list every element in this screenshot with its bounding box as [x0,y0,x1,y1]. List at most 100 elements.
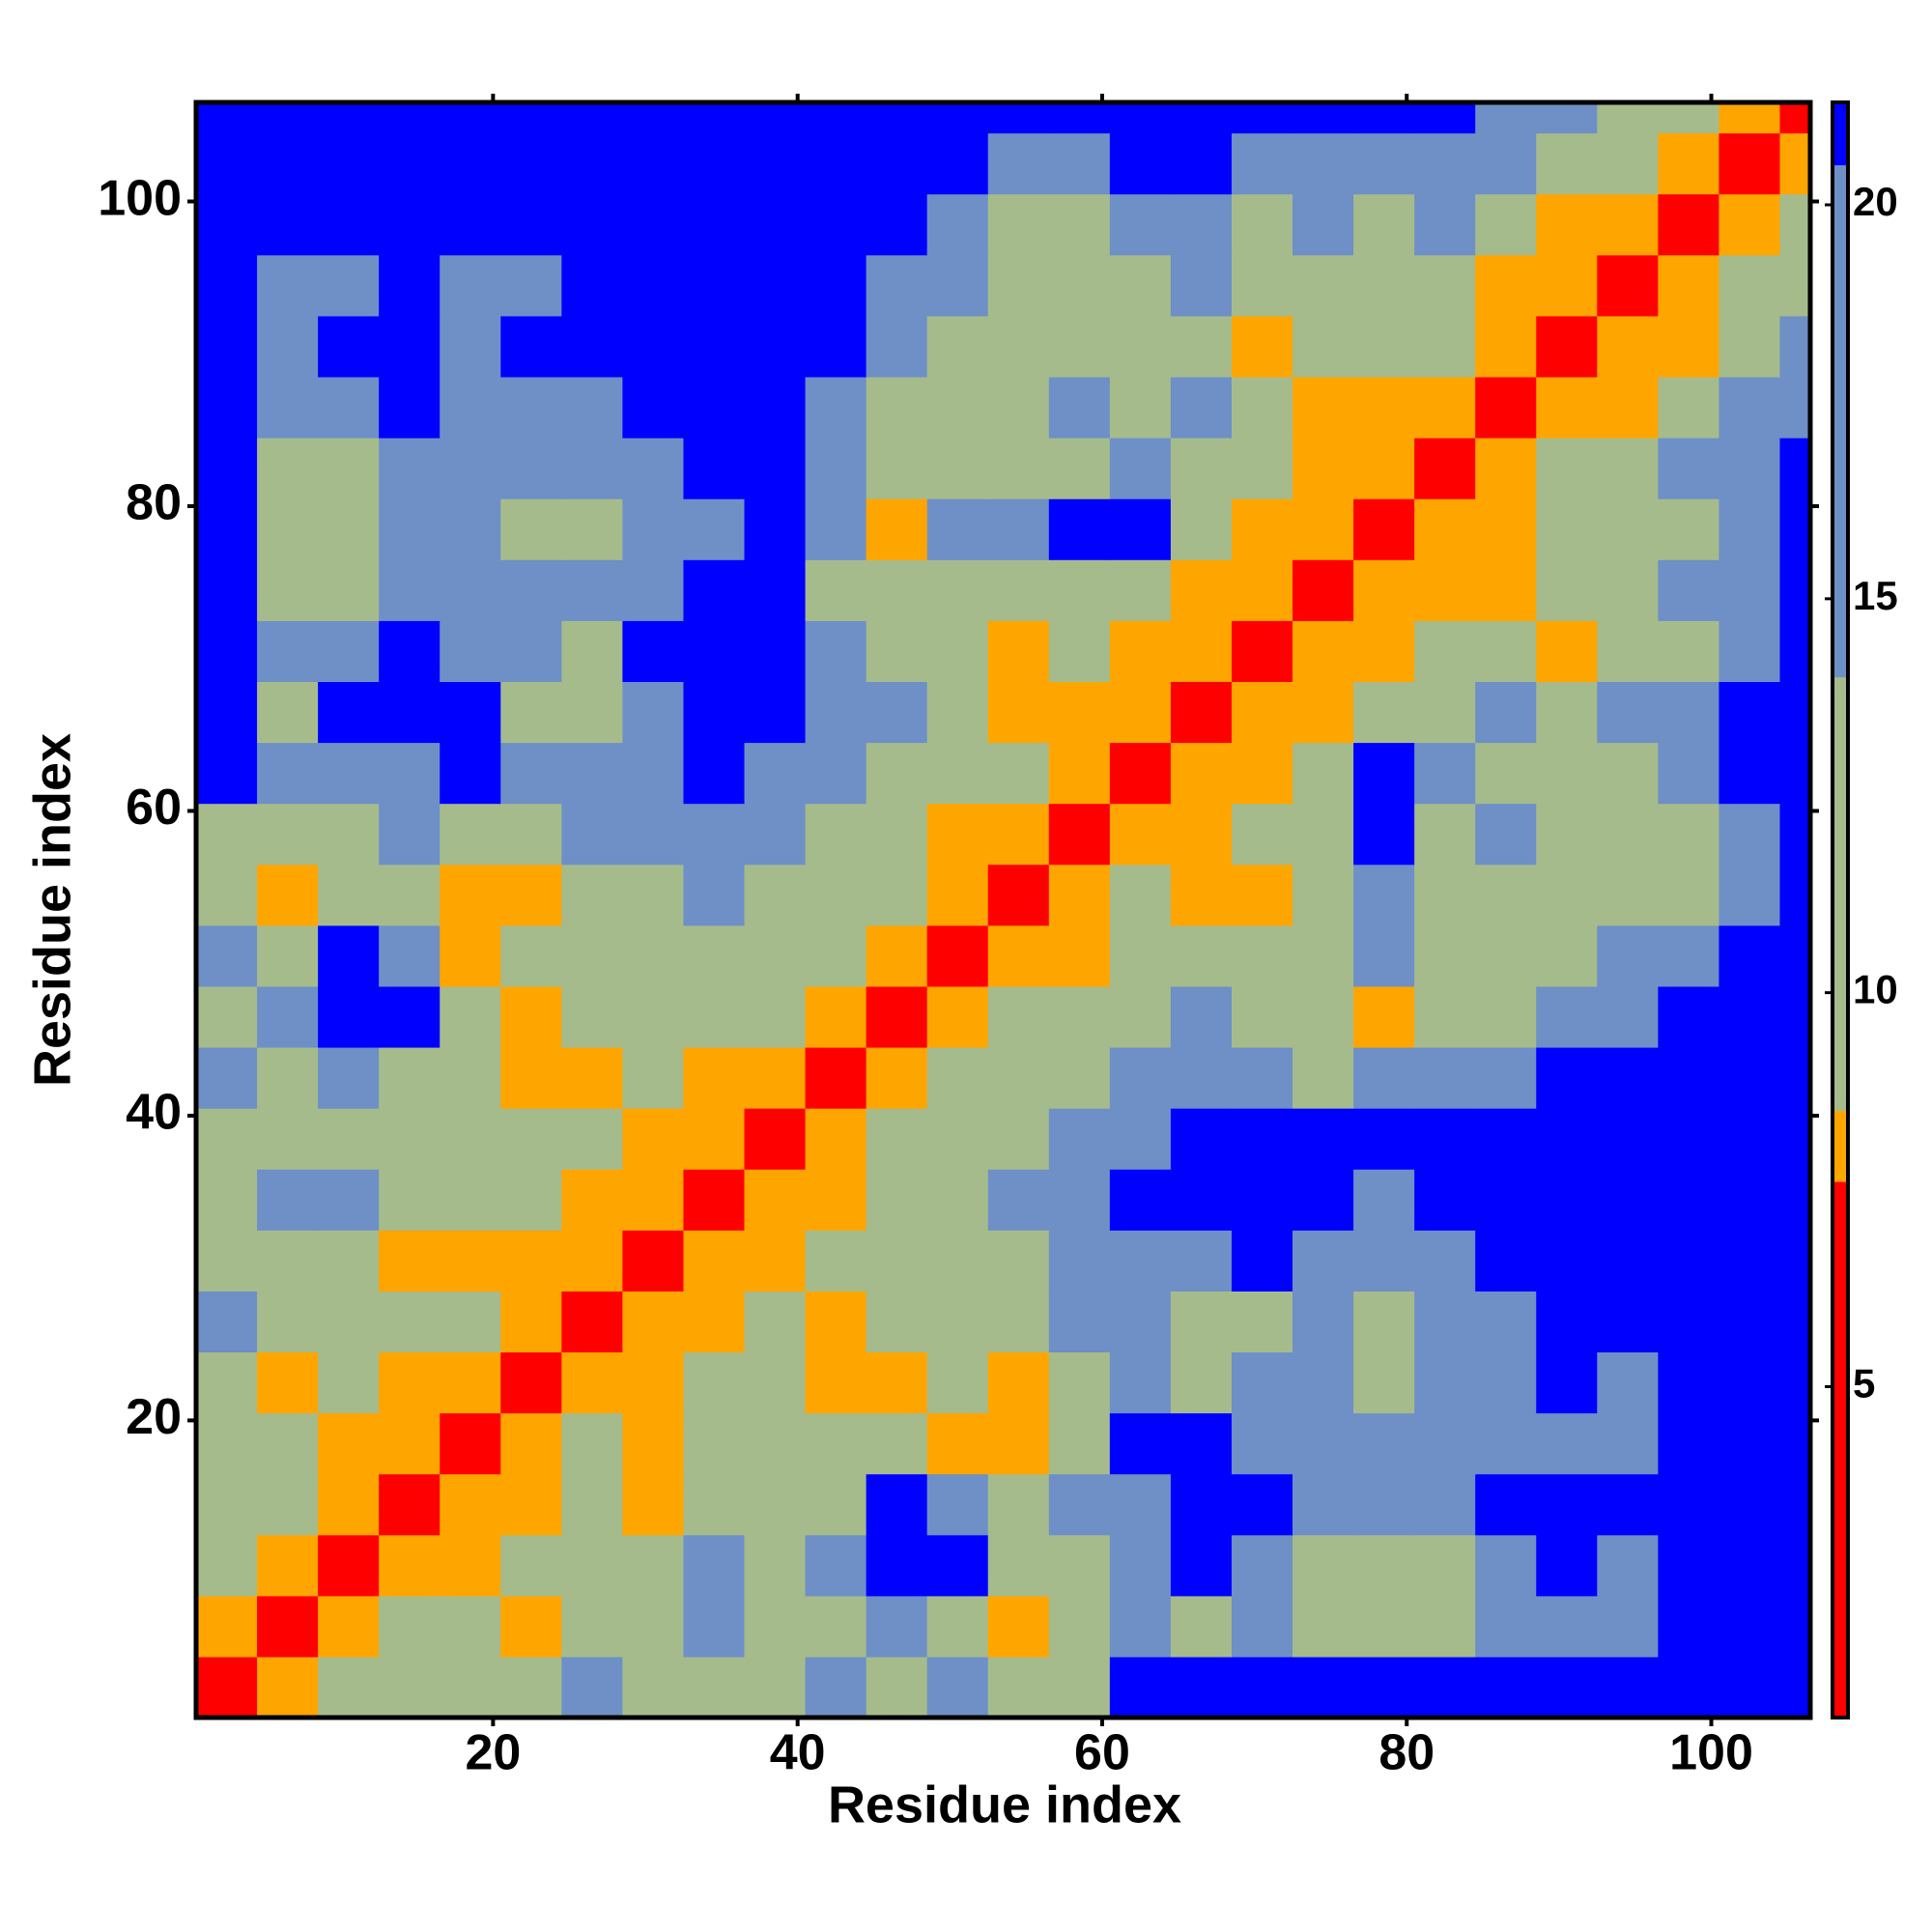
heatmap-cell [744,315,807,378]
heatmap-cell [379,924,440,987]
heatmap-cell [1231,1108,1293,1170]
heatmap-cell [1231,559,1293,621]
heatmap-cell [318,438,380,499]
heatmap-cell [1536,102,1598,134]
heatmap-cell [500,681,562,744]
heatmap-cell [1293,924,1354,987]
heatmap-cell [987,376,1050,439]
heatmap-cell [1719,1534,1781,1597]
heatmap-cell [926,1534,989,1597]
heatmap-cell [622,1473,685,1536]
heatmap-cell [622,498,685,560]
heatmap-cell [1719,498,1781,560]
heatmap-cell [561,1656,623,1719]
heatmap-cell [1048,1534,1111,1597]
heatmap-cell [561,1351,623,1414]
heatmap-cell [805,1473,867,1536]
heatmap-cell [1170,438,1233,499]
heatmap-cell [987,1291,1050,1353]
heatmap-cell [1658,193,1720,256]
y-tick-label: 100 [98,170,182,226]
heatmap-cell [1293,1108,1354,1170]
heatmap-cell [196,315,258,378]
heatmap-cell [257,1291,319,1353]
heatmap-cell [1475,193,1537,256]
heatmap-cell [1414,803,1476,866]
heatmap-cell [1353,742,1415,805]
heatmap-cell [622,803,685,866]
heatmap-cell [257,102,319,134]
heatmap-cell [622,559,685,621]
heatmap-cell [257,985,319,1048]
heatmap-cell [683,1412,746,1475]
heatmap-cell [1719,742,1781,805]
heatmap-cell [196,376,258,439]
heatmap-cell [1231,498,1293,560]
heatmap-cell [805,102,867,134]
heatmap-cell [1048,315,1111,378]
heatmap-cell [379,1351,440,1414]
heatmap-cell [1293,498,1354,560]
heatmap-cell [196,438,258,499]
heatmap-cell [1475,742,1537,805]
heatmap-cell [1109,1046,1172,1109]
heatmap-cell [1779,985,1811,1048]
heatmap-cell [257,132,319,195]
heatmap-cell [1414,1534,1476,1597]
heatmap-cell [1658,924,1720,987]
heatmap-cell [744,1046,807,1109]
heatmap-cell [1109,620,1172,682]
heatmap-cell [1048,1351,1111,1414]
heatmap-cell [500,1108,562,1170]
heatmap-cell [500,1473,562,1536]
heatmap-cell [440,315,501,378]
heatmap-cell [1048,924,1111,987]
heatmap-cell [1170,315,1233,378]
heatmap-cell [683,438,746,499]
heatmap-cell [500,376,562,439]
heatmap-cell [926,1656,989,1719]
heatmap-cell [440,1595,501,1658]
heatmap-cell [379,742,440,805]
heatmap-cell [866,254,928,317]
heatmap-cell [1414,254,1476,317]
heatmap-cell [1231,1656,1293,1719]
heatmap-cell [1109,498,1172,560]
heatmap-cell [1536,1046,1598,1109]
heatmap-cell [1414,1656,1476,1719]
colorbar [1833,102,1848,1718]
heatmap-cell [744,1656,807,1719]
heatmap-cell [196,559,258,621]
heatmap-cell [1475,102,1537,134]
heatmap-cell [1170,376,1233,439]
heatmap-cell [1779,742,1811,805]
heatmap-cell [1658,742,1720,805]
x-tick-label: 20 [465,1725,521,1781]
heatmap-cell [318,102,380,134]
heatmap-cell [866,498,928,560]
heatmap-cell [1109,132,1172,195]
heatmap-cell [1353,1656,1415,1719]
heatmap-cell [318,1351,380,1414]
heatmap-cell [318,1473,380,1536]
heatmap-cell [1293,1169,1354,1231]
heatmap-cell [1293,1412,1354,1475]
heatmap-cell [1414,1291,1476,1353]
heatmap-cell [622,864,685,926]
heatmap-cell [683,1595,746,1658]
heatmap-cell [561,376,623,439]
heatmap-cell [1293,438,1354,499]
heatmap-cell [622,985,685,1048]
heatmap-cell [1719,985,1781,1048]
heatmap-cell [318,254,380,317]
heatmap-cell [1170,1291,1233,1353]
heatmap-cell [1353,376,1415,439]
heatmap-cell [1658,315,1720,378]
heatmap-cell [1719,1046,1781,1109]
heatmap-cell [1719,864,1781,926]
heatmap-cell [561,498,623,560]
heatmap-cell [1779,559,1811,621]
heatmap-cell [1170,742,1233,805]
heatmap-cell [1597,1169,1659,1231]
heatmap-cell [440,132,501,195]
